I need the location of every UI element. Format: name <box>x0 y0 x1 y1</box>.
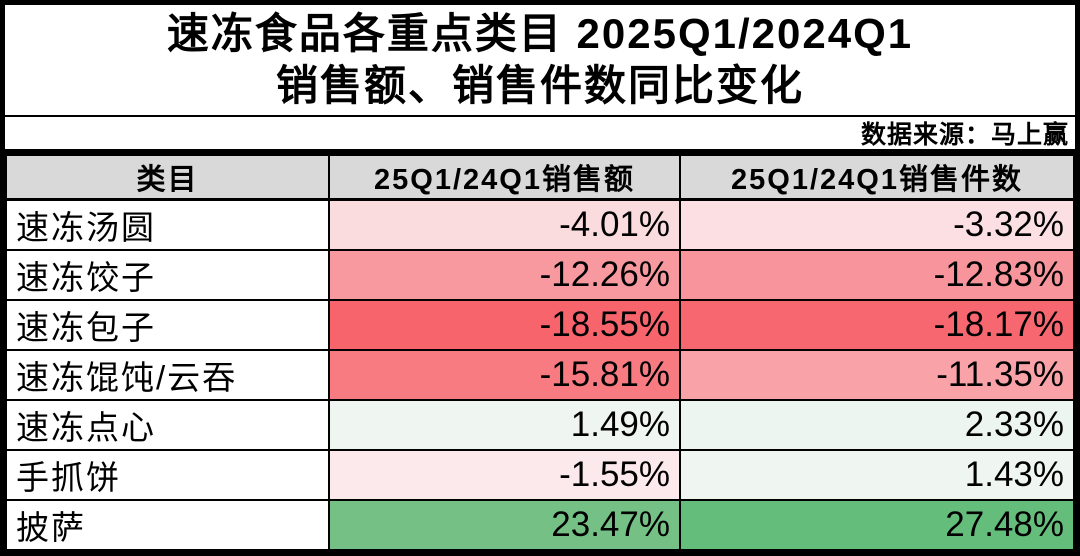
category-cell: 手抓饼 <box>5 449 330 501</box>
title-line-2: 销售额、销售件数同比变化 <box>275 62 804 109</box>
table-row-jiaozi: 速冻饺子 -12.26% -12.83% <box>5 249 1075 301</box>
table-body: 速冻汤圆 -4.01% -3.32% 速冻饺子 -12.26% -12.83% … <box>5 198 1075 551</box>
category-cell: 披萨 <box>5 499 330 551</box>
header-row: 类目 25Q1/24Q1销售额 25Q1/24Q1销售件数 <box>5 154 1075 201</box>
category-cell: 速冻馄饨/云吞 <box>5 349 330 401</box>
sales-yoy-cell: -1.55% <box>328 449 681 501</box>
category-cell: 速冻点心 <box>5 399 330 451</box>
data-table: 类目 25Q1/24Q1销售额 25Q1/24Q1销售件数 速冻汤圆 -4.01… <box>5 154 1075 551</box>
page-title: 速冻食品各重点类目 2025Q1/2024Q1 销售额、销售件数同比变化 <box>5 5 1075 117</box>
units-yoy-cell: -3.32% <box>679 198 1075 251</box>
sales-yoy-cell: -15.81% <box>328 349 681 401</box>
title-line-1: 速冻食品各重点类目 2025Q1/2024Q1 <box>166 9 914 57</box>
units-yoy-cell: -18.17% <box>679 299 1075 351</box>
units-yoy-cell: 1.43% <box>679 449 1075 501</box>
units-yoy-cell: 2.33% <box>679 399 1075 451</box>
table-row-baozi: 速冻包子 -18.55% -18.17% <box>5 299 1075 351</box>
category-cell: 速冻汤圆 <box>5 198 330 251</box>
table-row-dianxin: 速冻点心 1.49% 2.33% <box>5 399 1075 451</box>
data-source-label: 数据来源：马上赢 <box>860 121 1069 149</box>
table-row-shouzhuabing: 手抓饼 -1.55% 1.43% <box>5 449 1075 501</box>
units-yoy-cell: -11.35% <box>679 349 1075 401</box>
sales-yoy-cell: -4.01% <box>328 198 681 251</box>
category-cell: 速冻包子 <box>5 299 330 351</box>
table-row-tangyuan: 速冻汤圆 -4.01% -3.32% <box>5 198 1075 251</box>
table-row-pizza: 披萨 23.47% 27.48% <box>5 499 1075 551</box>
header-sales-yoy: 25Q1/24Q1销售额 <box>328 154 681 201</box>
units-yoy-cell: -12.83% <box>679 249 1075 301</box>
header-units-yoy: 25Q1/24Q1销售件数 <box>679 154 1075 201</box>
sales-yoy-cell: -12.26% <box>328 249 681 301</box>
sales-yoy-cell: -18.55% <box>328 299 681 351</box>
table-row-wonton: 速冻馄饨/云吞 -15.81% -11.35% <box>5 349 1075 401</box>
sales-yoy-cell: 23.47% <box>328 499 681 551</box>
data-source-row: 数据来源：马上赢 <box>5 117 1075 154</box>
category-cell: 速冻饺子 <box>5 249 330 301</box>
sales-yoy-cell: 1.49% <box>328 399 681 451</box>
units-yoy-cell: 27.48% <box>679 499 1075 551</box>
header-category: 类目 <box>5 154 330 201</box>
